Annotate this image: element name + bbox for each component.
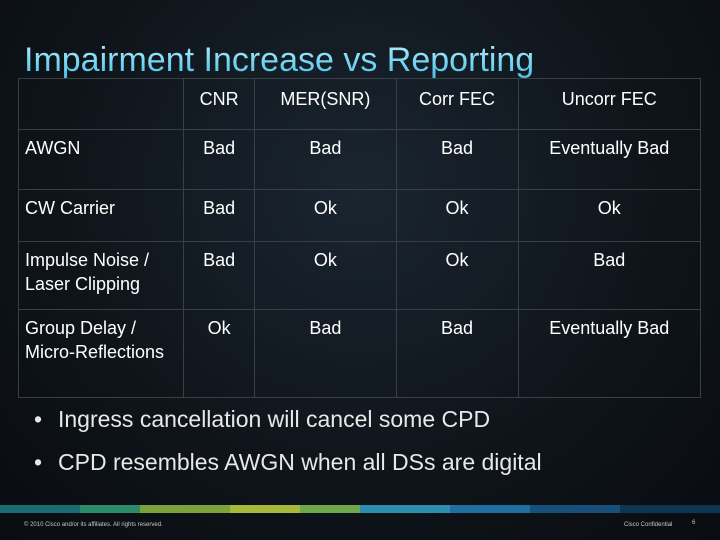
- table-row: CW Carrier Bad Ok Ok Ok: [18, 189, 702, 242]
- table-cell: Bad: [254, 129, 397, 190]
- table-cell: Ok: [254, 189, 397, 242]
- footer-bar-segment: [360, 505, 450, 513]
- footer-bar-segment: [530, 505, 620, 513]
- row-header: Impulse Noise / Laser Clipping: [18, 241, 184, 310]
- table-cell: Bad: [182, 129, 256, 190]
- footer-confidential: Cisco Confidential: [624, 522, 673, 528]
- table-cell: Bad: [182, 241, 256, 310]
- bullet-list: • Ingress cancellation will cancel some …: [34, 398, 542, 484]
- table-cell: Ok: [182, 309, 256, 398]
- impairment-table: CNR MER(SNR) Corr FEC Uncorr FEC AWGN Ba…: [18, 78, 702, 398]
- table-cell: Bad: [254, 309, 397, 398]
- footer-bar-segment: [140, 505, 230, 513]
- row-header: AWGN: [18, 129, 184, 190]
- table-cell: Bad: [517, 241, 702, 310]
- bullet-dot-icon: •: [34, 449, 43, 475]
- table-row: Impulse Noise / Laser Clipping Bad Ok Ok…: [18, 241, 702, 310]
- table-header-row: CNR MER(SNR) Corr FEC Uncorr FEC: [18, 78, 702, 130]
- table-cell: Ok: [254, 241, 397, 310]
- table-cell: Ok: [517, 189, 702, 242]
- table-cell: Bad: [395, 129, 519, 190]
- bullet-item: • Ingress cancellation will cancel some …: [34, 398, 542, 441]
- row-header: Group Delay / Micro-Reflections: [18, 309, 184, 398]
- table-row: AWGN Bad Bad Bad Eventually Bad: [18, 129, 702, 190]
- footer-copyright: © 2010 Cisco and/or its affiliates. All …: [24, 522, 163, 528]
- header-cell-cnr: CNR: [182, 78, 256, 130]
- bullet-item: • CPD resembles AWGN when all DSs are di…: [34, 441, 542, 484]
- footer-bar-segment: [230, 505, 300, 513]
- table-cell: Eventually Bad: [517, 129, 702, 190]
- header-cell-corr-fec: Corr FEC: [395, 78, 519, 130]
- table-row: Group Delay / Micro-Reflections Ok Bad B…: [18, 309, 702, 398]
- footer-bar-segment: [80, 505, 140, 513]
- bullet-text: Ingress cancellation will cancel some CP…: [58, 406, 491, 432]
- footer-color-bar: [0, 505, 720, 513]
- table-cell: Eventually Bad: [517, 309, 702, 398]
- table-cell: Bad: [182, 189, 256, 242]
- footer-bar-segment: [0, 505, 80, 513]
- header-cell-empty: [18, 78, 184, 130]
- table-cell: Ok: [395, 241, 519, 310]
- table-cell: Bad: [395, 309, 519, 398]
- row-header: CW Carrier: [18, 189, 184, 242]
- slide-title: Impairment Increase vs Reporting: [24, 38, 534, 82]
- header-cell-uncorr-fec: Uncorr FEC: [517, 78, 702, 130]
- page-number: 6: [692, 520, 696, 526]
- footer-bar-segment: [300, 505, 360, 513]
- bullet-dot-icon: •: [34, 406, 43, 432]
- footer-bar-segment: [620, 505, 720, 513]
- table-cell: Ok: [395, 189, 519, 242]
- bullet-text: CPD resembles AWGN when all DSs are digi…: [58, 449, 542, 475]
- footer-bar-segment: [450, 505, 530, 513]
- header-cell-mer: MER(SNR): [254, 78, 397, 130]
